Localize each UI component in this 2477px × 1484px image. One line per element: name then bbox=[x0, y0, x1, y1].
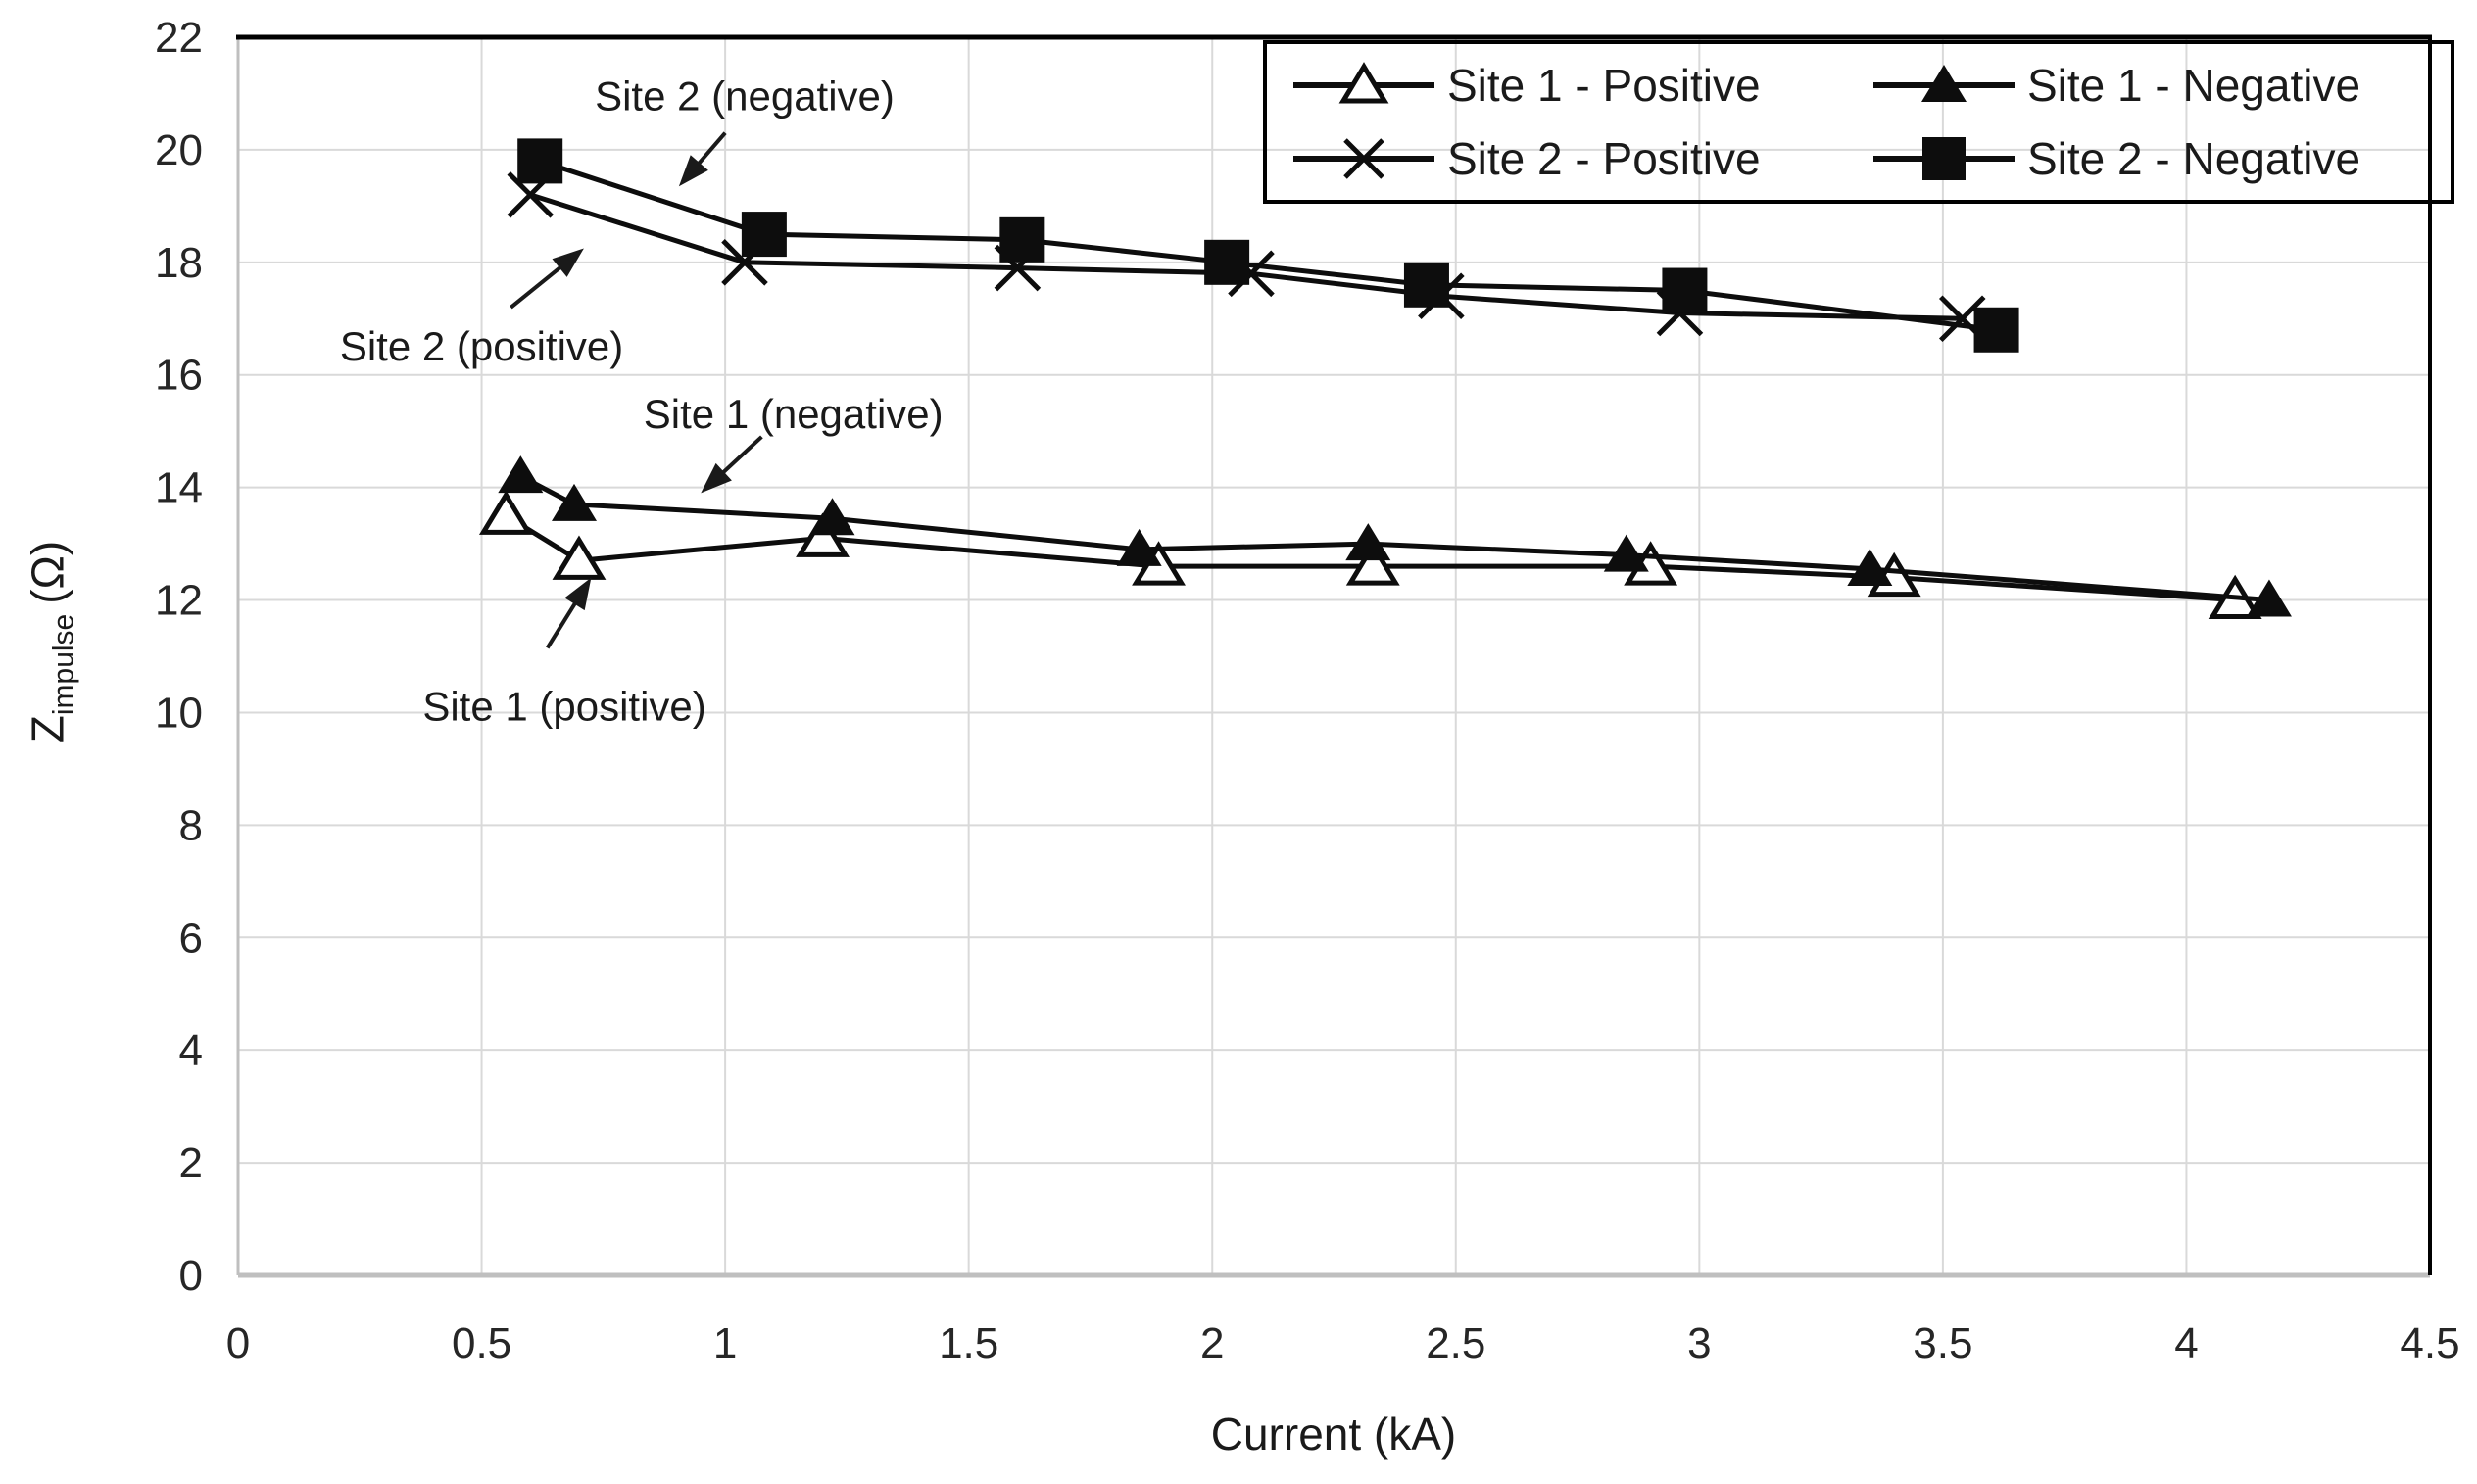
data-point bbox=[1939, 295, 1986, 343]
data-point bbox=[1204, 239, 1250, 285]
data-point bbox=[999, 216, 1045, 263]
x-tick-label: 1.5 bbox=[939, 1319, 998, 1367]
y-tick-label: 2 bbox=[179, 1139, 203, 1187]
annotation-label: Site 1 (positive) bbox=[422, 684, 705, 730]
data-point bbox=[1847, 548, 1893, 586]
annotation-label: Site 2 (negative) bbox=[595, 72, 895, 119]
y-tick-label: 20 bbox=[155, 126, 203, 174]
x-tick-label: 3.5 bbox=[1913, 1319, 1972, 1367]
y-tick-label: 18 bbox=[155, 239, 203, 287]
y-axis-title: Zimpulse (Ω) bbox=[21, 541, 80, 743]
data-point bbox=[1662, 267, 1708, 313]
data-point bbox=[552, 535, 607, 580]
annotation-arrow-head bbox=[552, 248, 584, 277]
annotation-label: Site 2 (positive) bbox=[340, 323, 623, 369]
data-point bbox=[741, 212, 787, 258]
y-axis-title-main: Z bbox=[22, 715, 73, 743]
x-marker-icon bbox=[1293, 138, 1434, 180]
x-tick-label: 2.5 bbox=[1426, 1319, 1485, 1367]
data-point bbox=[498, 455, 544, 494]
legend-label: Site 1 - Negative bbox=[2027, 59, 2361, 111]
x-tick-label: 3 bbox=[1687, 1319, 1711, 1367]
data-point bbox=[809, 498, 855, 536]
data-point bbox=[517, 138, 563, 184]
series-line bbox=[519, 473, 2270, 603]
legend-item-site2-positive: Site 2 - Positive bbox=[1290, 132, 1870, 185]
tick-labels: 0 0.5 1 1.5 2 2.5 3 3.5 4 4.5 0 2 4 6 8 10 12 14 16 18 20 22 bbox=[155, 14, 2460, 1367]
y-tick-label: 16 bbox=[155, 352, 203, 400]
annotation-arrow-head bbox=[564, 577, 592, 611]
data-point bbox=[1403, 262, 1449, 308]
axes-lines bbox=[236, 34, 2432, 1278]
x-tick-label: 1 bbox=[713, 1319, 737, 1367]
legend-label: Site 1 - Positive bbox=[1447, 59, 1761, 111]
data-point bbox=[552, 483, 598, 521]
triangle-open-icon bbox=[1293, 61, 1434, 104]
data-point bbox=[796, 512, 850, 557]
y-tick-label: 6 bbox=[179, 914, 203, 962]
series-site-2-negative bbox=[517, 138, 2019, 353]
annotation-arrow-head bbox=[678, 155, 708, 187]
gridlines bbox=[238, 36, 2431, 1275]
legend-label: Site 2 - Positive bbox=[1447, 133, 1761, 185]
y-tick-label: 22 bbox=[155, 14, 203, 62]
annotation-label: Site 1 (negative) bbox=[644, 391, 944, 437]
legend-label: Site 2 - Negative bbox=[2027, 133, 2361, 185]
data-point bbox=[2246, 579, 2292, 617]
y-axis-title-subscript: impulse bbox=[47, 613, 80, 716]
triangle-filled-icon bbox=[1873, 64, 2015, 102]
data-point bbox=[1345, 541, 1400, 586]
data-point bbox=[1228, 250, 1275, 298]
legend: Site 1 - Positive Site 1 - Negative Site… bbox=[1263, 40, 2454, 204]
data-point bbox=[478, 490, 533, 535]
data-point bbox=[1603, 534, 1649, 572]
y-tick-label: 0 bbox=[179, 1252, 203, 1300]
legend-item-site1-positive: Site 1 - Positive bbox=[1290, 59, 1870, 112]
x-axis-title: Current (kA) bbox=[1210, 1409, 1457, 1460]
x-tick-label: 2 bbox=[1200, 1319, 1224, 1367]
annotation-arrow-head bbox=[701, 462, 732, 494]
y-tick-label: 10 bbox=[155, 689, 203, 737]
x-tick-label: 4 bbox=[2174, 1319, 2198, 1367]
y-tick-label: 14 bbox=[155, 464, 203, 512]
data-point bbox=[1345, 523, 1391, 561]
annotations: Site 2 (negative) Site 2 (positive) Site 1… bbox=[340, 72, 944, 729]
x-tick-label: 0 bbox=[226, 1319, 250, 1367]
legend-item-site2-negative: Site 2 - Negative bbox=[1870, 132, 2451, 185]
legend-item-site1-negative: Site 1 - Negative bbox=[1870, 59, 2451, 112]
y-tick-label: 8 bbox=[179, 801, 203, 849]
square-filled-icon bbox=[1873, 137, 2015, 181]
data-point bbox=[1973, 307, 2019, 353]
x-tick-label: 0.5 bbox=[452, 1319, 511, 1367]
y-tick-label: 4 bbox=[179, 1027, 203, 1075]
y-axis-title-unit: (Ω) bbox=[22, 540, 73, 604]
series-site-1-negative bbox=[498, 455, 2292, 617]
x-tick-label: 4.5 bbox=[2400, 1319, 2459, 1367]
y-tick-label: 12 bbox=[155, 577, 203, 625]
data-point bbox=[1116, 528, 1162, 566]
